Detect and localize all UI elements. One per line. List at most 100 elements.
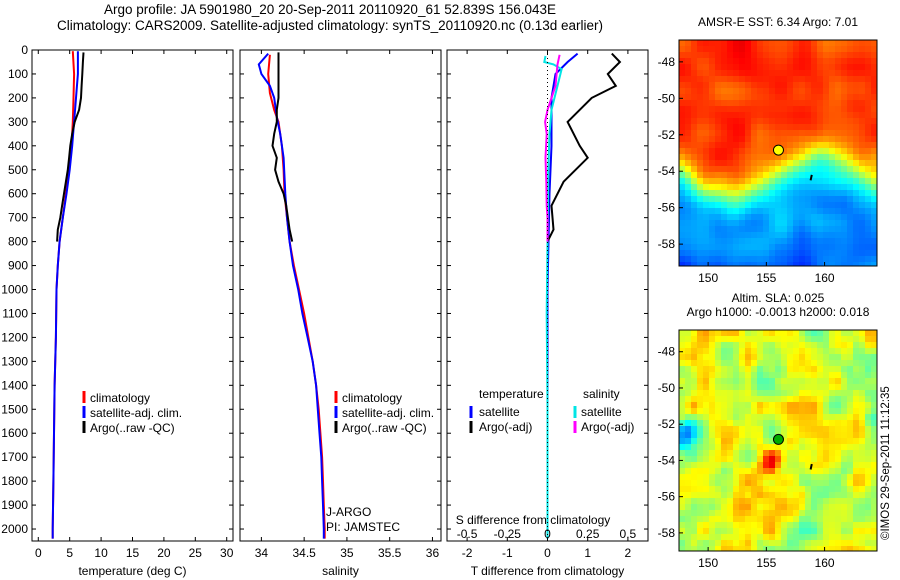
map-cell — [745, 76, 751, 82]
map-cell — [859, 462, 865, 468]
map-cell — [769, 190, 775, 196]
map-cell — [847, 148, 853, 154]
map-cell — [787, 378, 793, 384]
map-cell — [727, 492, 733, 498]
map-cell — [697, 172, 703, 178]
pi-label: PI: JAMSTEC — [326, 520, 400, 534]
map-cell — [763, 522, 769, 528]
map-cell — [775, 154, 781, 160]
map-cell — [847, 262, 853, 266]
map-cell — [793, 528, 799, 534]
map-cell — [739, 82, 745, 88]
map-cell — [865, 226, 871, 232]
map-cell — [751, 220, 757, 226]
map-cell — [847, 510, 853, 516]
map-cell — [721, 112, 727, 118]
map-cell — [775, 124, 781, 130]
map-cell — [709, 540, 715, 546]
map-cell — [727, 540, 733, 546]
map-cell — [763, 190, 769, 196]
map-cell — [847, 468, 853, 474]
map-cell — [847, 100, 853, 106]
map-cell — [811, 202, 817, 208]
map-cell — [769, 202, 775, 208]
map-cell — [829, 220, 835, 226]
map-cell — [733, 336, 739, 342]
map-cell — [835, 226, 841, 232]
map-cell — [685, 414, 691, 420]
map-cell — [763, 372, 769, 378]
map-cell — [853, 256, 859, 262]
map-cell — [835, 510, 841, 516]
map-cell — [775, 354, 781, 360]
map-cell — [745, 492, 751, 498]
map-cell — [715, 184, 721, 190]
map-cell — [691, 348, 697, 354]
map-cell — [853, 438, 859, 444]
map-cell — [733, 82, 739, 88]
map-cell — [847, 336, 853, 342]
map-cell — [763, 70, 769, 76]
map-cell — [721, 82, 727, 88]
map-cell — [847, 64, 853, 70]
map-cell — [679, 366, 685, 372]
map-cell — [829, 226, 835, 232]
map-cell — [745, 112, 751, 118]
map-cell — [757, 154, 763, 160]
map-cell — [727, 384, 733, 390]
map-cell — [853, 444, 859, 450]
map-cell — [727, 426, 733, 432]
map-cell — [823, 172, 829, 178]
map-cell — [835, 468, 841, 474]
map-cell — [709, 238, 715, 244]
map-cell — [799, 130, 805, 136]
map-cell — [739, 202, 745, 208]
map-cell — [835, 40, 841, 46]
map-cell — [871, 432, 877, 438]
map-cell — [697, 250, 703, 256]
map-cell — [697, 540, 703, 546]
map-cell — [775, 118, 781, 124]
map-cell — [841, 244, 847, 250]
map-cell — [733, 226, 739, 232]
map-cell — [679, 432, 685, 438]
map-cell — [739, 360, 745, 366]
map-cell — [847, 82, 853, 88]
map-cell — [841, 522, 847, 528]
map-cell — [685, 190, 691, 196]
map-cell — [787, 348, 793, 354]
map-cell — [679, 474, 685, 480]
map-cell — [775, 172, 781, 178]
map-cell — [847, 390, 853, 396]
map-cell — [709, 208, 715, 214]
map-cell — [817, 184, 823, 190]
map-cell — [811, 112, 817, 118]
map-cell — [703, 106, 709, 112]
map-cell — [745, 172, 751, 178]
map-cell — [751, 256, 757, 262]
map-cell — [781, 516, 787, 522]
map-cell — [865, 178, 871, 184]
map-cell — [757, 360, 763, 366]
map-cell — [859, 498, 865, 504]
map-cell — [763, 426, 769, 432]
map-cell — [739, 450, 745, 456]
map-cell — [727, 486, 733, 492]
map-cell — [793, 516, 799, 522]
map-cell — [769, 238, 775, 244]
map-cell — [841, 360, 847, 366]
map-cell — [691, 444, 697, 450]
map-cell — [787, 330, 793, 336]
map-cell — [859, 262, 865, 266]
map-cell — [781, 118, 787, 124]
map-cell — [787, 438, 793, 444]
map-cell — [817, 342, 823, 348]
map-cell — [697, 396, 703, 402]
map-cell — [685, 40, 691, 46]
map-cell — [757, 142, 763, 148]
map-cell — [679, 124, 685, 130]
map-cell — [805, 226, 811, 232]
map-cell — [853, 142, 859, 148]
map-cell — [751, 112, 757, 118]
map-cell — [709, 492, 715, 498]
